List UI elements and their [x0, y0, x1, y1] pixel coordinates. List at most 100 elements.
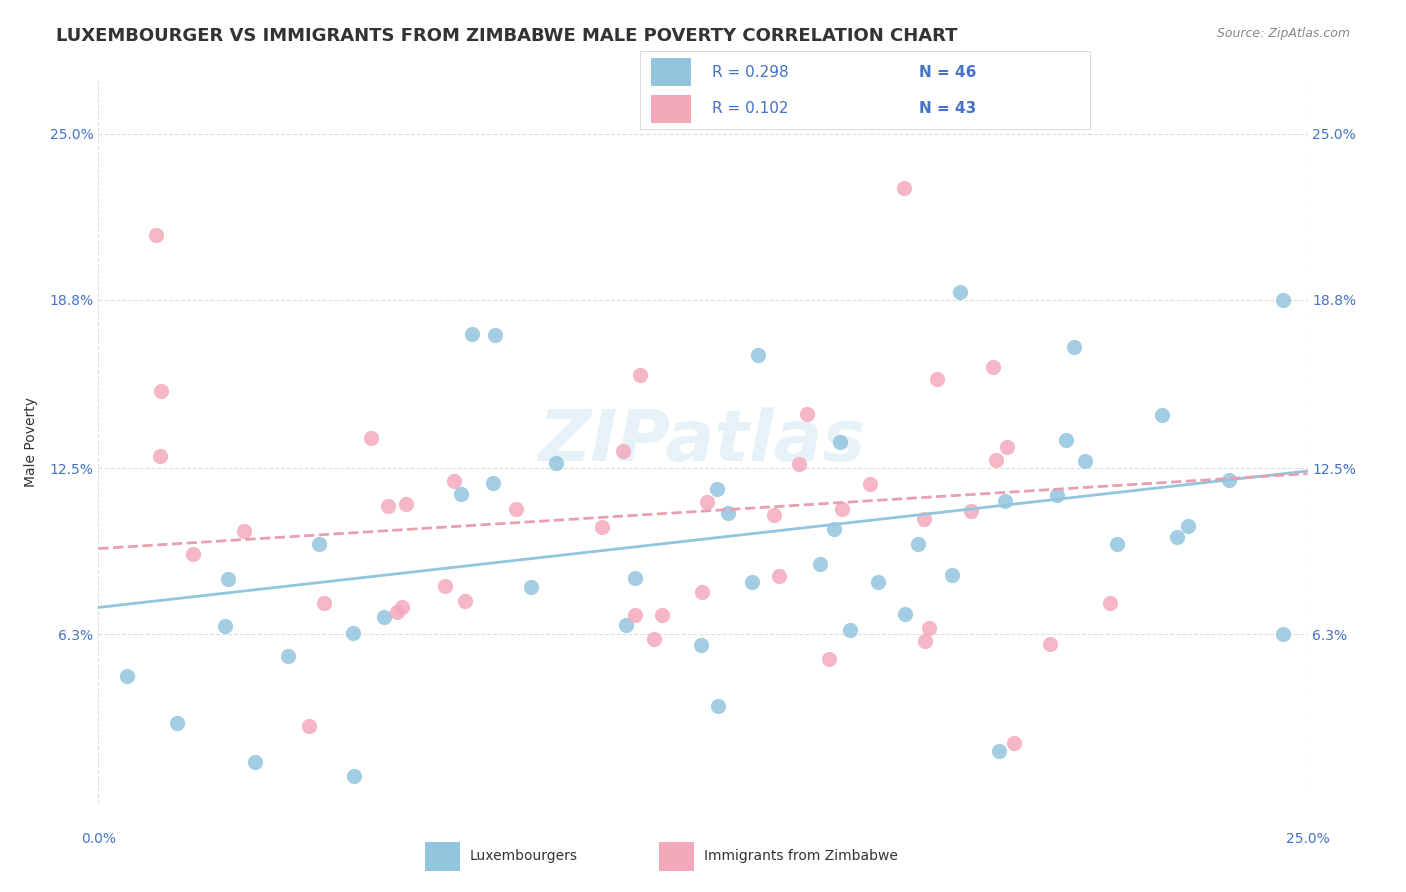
- Point: [907, 537, 929, 551]
- Point: [243, 756, 266, 770]
- Point: [859, 476, 882, 491]
- Point: [623, 608, 645, 623]
- Point: [1272, 627, 1295, 641]
- Point: [484, 327, 506, 342]
- Point: [342, 769, 364, 783]
- Point: [984, 452, 1007, 467]
- Point: [987, 744, 1010, 758]
- Point: [838, 623, 860, 637]
- Text: Source: ZipAtlas.com: Source: ZipAtlas.com: [1216, 27, 1350, 40]
- Point: [149, 449, 172, 463]
- Text: ZIPatlas: ZIPatlas: [540, 407, 866, 476]
- Point: [1166, 530, 1188, 544]
- Text: Immigrants from Zimbabwe: Immigrants from Zimbabwe: [704, 849, 897, 863]
- Point: [1218, 474, 1240, 488]
- Point: [628, 368, 651, 383]
- Point: [831, 502, 853, 516]
- Text: N = 46: N = 46: [918, 64, 976, 79]
- Text: 25.0%: 25.0%: [1285, 831, 1330, 846]
- Point: [643, 632, 665, 646]
- Point: [1039, 637, 1062, 651]
- Point: [297, 719, 319, 733]
- Point: [342, 626, 364, 640]
- Text: 0.0%: 0.0%: [82, 831, 115, 846]
- Point: [1152, 408, 1174, 422]
- Point: [912, 512, 935, 526]
- Point: [741, 574, 763, 589]
- Point: [616, 617, 638, 632]
- Point: [893, 181, 915, 195]
- Point: [460, 327, 482, 342]
- Text: R = 0.102: R = 0.102: [711, 102, 789, 117]
- Point: [233, 524, 256, 538]
- Point: [1177, 518, 1199, 533]
- Point: [391, 600, 413, 615]
- Point: [981, 359, 1004, 374]
- Point: [717, 507, 740, 521]
- Point: [925, 371, 948, 385]
- Point: [949, 285, 972, 300]
- Point: [768, 569, 790, 583]
- Point: [1099, 596, 1122, 610]
- Point: [918, 621, 941, 635]
- Bar: [426, 842, 460, 871]
- Point: [690, 639, 713, 653]
- Point: [995, 440, 1018, 454]
- Point: [149, 384, 172, 399]
- Point: [145, 228, 167, 243]
- Text: Luxembourgers: Luxembourgers: [470, 849, 578, 863]
- Point: [1063, 340, 1085, 354]
- Point: [454, 594, 477, 608]
- Point: [1107, 537, 1129, 551]
- Y-axis label: Male Poverty: Male Poverty: [24, 397, 38, 486]
- Bar: [651, 58, 692, 87]
- Point: [377, 499, 399, 513]
- Point: [314, 596, 336, 610]
- Point: [505, 501, 527, 516]
- Point: [894, 607, 917, 621]
- Point: [914, 634, 936, 648]
- Point: [960, 504, 983, 518]
- Point: [373, 610, 395, 624]
- Point: [707, 699, 730, 714]
- Point: [796, 407, 818, 421]
- Point: [763, 508, 786, 522]
- Point: [690, 585, 713, 599]
- Point: [1272, 293, 1295, 307]
- Point: [544, 456, 567, 470]
- Point: [789, 457, 811, 471]
- Point: [166, 715, 188, 730]
- Point: [808, 557, 831, 571]
- Point: [941, 568, 963, 582]
- Point: [706, 482, 728, 496]
- Point: [823, 522, 845, 536]
- Point: [1054, 434, 1077, 448]
- Point: [696, 495, 718, 509]
- Text: R = 0.298: R = 0.298: [711, 64, 789, 79]
- Point: [818, 652, 841, 666]
- Point: [395, 497, 418, 511]
- Point: [651, 607, 673, 622]
- Point: [450, 486, 472, 500]
- Point: [520, 580, 543, 594]
- Point: [385, 605, 408, 619]
- Point: [612, 444, 634, 458]
- Text: N = 43: N = 43: [918, 102, 976, 117]
- Point: [482, 476, 505, 491]
- Point: [1046, 488, 1069, 502]
- Point: [624, 571, 647, 585]
- Point: [828, 435, 851, 450]
- Text: LUXEMBOURGER VS IMMIGRANTS FROM ZIMBABWE MALE POVERTY CORRELATION CHART: LUXEMBOURGER VS IMMIGRANTS FROM ZIMBABWE…: [56, 27, 957, 45]
- Point: [1002, 736, 1025, 750]
- Bar: [659, 842, 695, 871]
- Point: [434, 579, 457, 593]
- Point: [866, 575, 889, 590]
- Point: [308, 537, 330, 551]
- Point: [994, 493, 1017, 508]
- Point: [360, 431, 382, 445]
- Bar: [651, 95, 692, 123]
- Point: [181, 547, 204, 561]
- Point: [1073, 454, 1095, 468]
- Point: [443, 474, 465, 488]
- Point: [591, 520, 613, 534]
